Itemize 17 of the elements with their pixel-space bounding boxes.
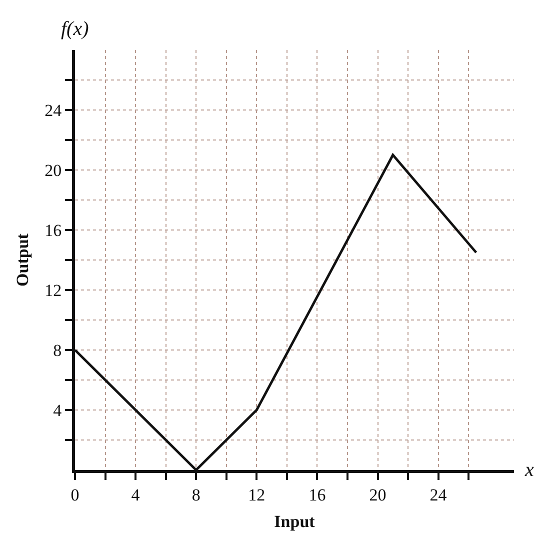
text: f(x) <box>61 18 90 40</box>
x-tick-label: 24 <box>430 485 448 504</box>
y-tick-label: 12 <box>44 280 62 300</box>
x-tick-label: 4 <box>131 485 140 504</box>
y-tick-label: 24 <box>44 100 62 120</box>
y-tick-label: 16 <box>44 220 62 240</box>
text: x <box>524 459 534 481</box>
x-tick-label: 20 <box>369 485 386 504</box>
y-tick-label: 4 <box>53 400 62 420</box>
x-tick-label: 8 <box>192 485 200 504</box>
y-tick-label: 8 <box>53 340 62 360</box>
x-axis-title: Input <box>274 512 316 531</box>
x-tick-label: 12 <box>248 485 266 504</box>
y-tick-label: 20 <box>44 160 62 180</box>
y-axis-title: Output <box>13 233 32 286</box>
x-tick-label: 0 <box>70 485 80 504</box>
x-tick-label: 16 <box>308 485 326 504</box>
